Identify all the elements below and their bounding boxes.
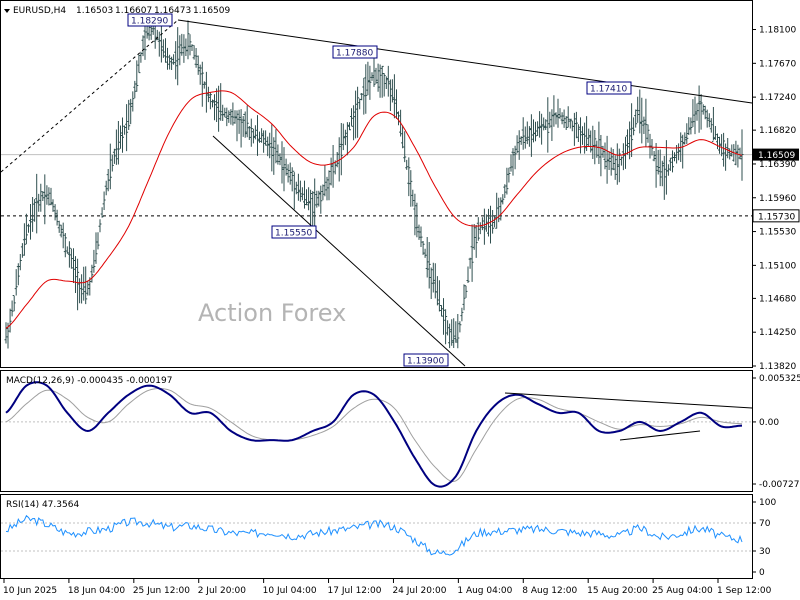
- time-tick-label: 1 Aug 04:00: [457, 586, 512, 596]
- time-tick-label: 15 Aug 20:00: [587, 586, 648, 596]
- time-tick-label: 25 Aug 04:00: [652, 586, 713, 596]
- price-panel-frame: [0, 0, 753, 368]
- time-tick-label: 1 Sep 12:00: [717, 586, 772, 596]
- current-price-label: 1.16509: [758, 151, 795, 161]
- annotation-label: 1.13900: [407, 357, 444, 367]
- rsi-tick-label: 100: [759, 498, 776, 508]
- price-tick-label: 1.18100: [759, 26, 796, 36]
- ohlc-close: 1.16509: [193, 6, 230, 16]
- chart-symbol: EURUSD,H4: [13, 6, 66, 16]
- price-layer: 1.18290 1.17880 1.17410 1.15550 1.13900: [0, 13, 753, 367]
- annotation-label: 1.17410: [590, 85, 627, 95]
- ohlc-low: 1.16473: [154, 6, 191, 16]
- price-bars: [4, 14, 744, 349]
- price-tick-label: 1.13820: [759, 362, 796, 372]
- annotation-box: [586, 81, 632, 95]
- time-tick-label: 18 Jun 04:00: [68, 586, 125, 596]
- time-tick-label: 8 Aug 12:00: [522, 586, 577, 596]
- time-tick-label: 2 Jul 20:00: [198, 586, 247, 596]
- time-tick-label: 10 Jul 04:00: [263, 586, 317, 596]
- annotation-box: [332, 45, 378, 59]
- macd-layer: [1, 381, 753, 488]
- price-tick-label: 1.15530: [759, 228, 796, 238]
- macd-signal-line: [5, 388, 743, 483]
- rsi-panel-frame: [0, 494, 753, 579]
- moving-average-line: [5, 90, 743, 329]
- price-tick-label: 1.14250: [759, 328, 796, 338]
- macd-resistance-line: [504, 392, 753, 409]
- support-marker: [752, 209, 800, 223]
- time-tick-label: 25 Jun 12:00: [133, 586, 190, 596]
- annotation-label: 1.18290: [131, 17, 168, 27]
- macd-label: MACD(12,26,9) -0.000435 -0.000197: [6, 376, 172, 386]
- price-tick-label: 1.17670: [759, 59, 796, 69]
- ohlc-high: 1.16607: [115, 6, 152, 16]
- macd-support-line: [619, 430, 701, 441]
- annotation-label: 1.17880: [336, 49, 373, 59]
- annotation-box: [271, 225, 317, 239]
- watermark: Action Forex: [198, 299, 346, 327]
- symbol-dropdown-icon[interactable]: [4, 9, 10, 13]
- rsi-label: RSI(14) 47.3564: [6, 500, 79, 510]
- annotation-box: [127, 13, 173, 27]
- price-tick-label: 1.17240: [759, 93, 796, 103]
- rsi-layer: [1, 514, 752, 556]
- price-tick-label: 1.16390: [759, 160, 796, 170]
- price-tick-label: 1.14680: [759, 294, 796, 304]
- macd-line: [5, 381, 743, 488]
- annotation-label: 1.15550: [275, 229, 312, 239]
- time-tick-label: 10 Jun 2025: [3, 586, 57, 596]
- axis-layer: 1.18100 1.17670 1.17240 1.16820 1.16390 1.159…: [3, 26, 800, 596]
- current-price-marker: [753, 148, 799, 161]
- rsi-line: [5, 514, 743, 556]
- macd-tick-label: 0.005325: [759, 374, 800, 384]
- macd-panel-frame: [0, 370, 753, 492]
- descending-support-line: [212, 135, 466, 367]
- support-label: 1.15730: [758, 212, 795, 222]
- rsi-tick-label: 70: [759, 519, 771, 529]
- rsi-tick-label: 0: [759, 568, 765, 578]
- rsi-tick-label: 30: [759, 547, 771, 557]
- price-tick-label: 1.16820: [759, 126, 796, 136]
- time-tick-label: 24 Jul 20:00: [392, 586, 446, 596]
- price-tick-label: 1.15100: [759, 261, 796, 271]
- descending-resistance-line: [177, 19, 753, 104]
- ohlc-open: 1.16503: [76, 6, 113, 16]
- macd-tick-label: -0.007273: [759, 480, 800, 490]
- annotation-box: [403, 353, 449, 367]
- price-tick-label: 1.15960: [759, 194, 796, 204]
- time-tick-label: 17 Jul 12:00: [328, 586, 382, 596]
- dashed-uptrend-line: [0, 19, 179, 173]
- macd-tick-label: 0.00: [759, 418, 779, 428]
